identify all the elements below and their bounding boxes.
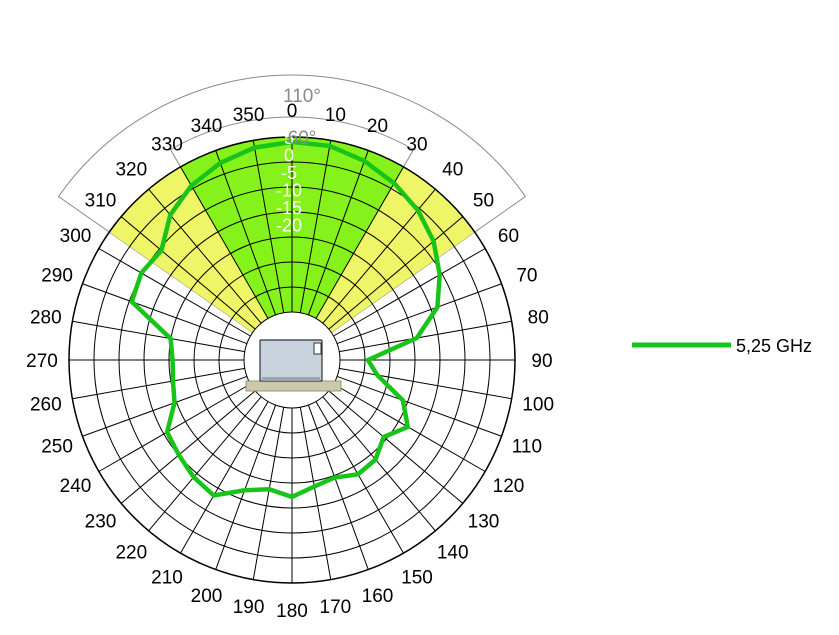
device-center	[243, 311, 342, 409]
radial-tick-label: -5	[281, 163, 297, 183]
sector-label: 60°	[288, 128, 317, 149]
angle-tick-label: 300	[60, 226, 92, 247]
grid-spoke	[315, 401, 404, 554]
device-shadow	[262, 377, 320, 381]
sector-labels: 110° 60°	[283, 86, 321, 149]
grid-spoke	[180, 166, 269, 319]
legend-label: 5,25 GHz	[736, 336, 812, 356]
angle-tick-label: 10	[325, 105, 346, 126]
angle-tick-label: 230	[85, 512, 117, 533]
angle-tick-label: 220	[115, 543, 147, 564]
angle-tick-label: 100	[522, 394, 554, 415]
grid-spoke	[252, 140, 285, 313]
series-lines	[129, 139, 442, 500]
angle-tick-label: 90	[531, 351, 552, 372]
radial-tick-label: -20	[276, 216, 302, 236]
grid-spoke	[120, 216, 256, 330]
grid-spoke	[333, 248, 486, 337]
angle-tick-label: 210	[151, 568, 183, 589]
grid-spoke	[148, 396, 262, 532]
angle-tick-label: 280	[30, 308, 62, 329]
angle-tick-label: 340	[191, 116, 223, 137]
grid-spoke	[82, 375, 248, 437]
radial-tick-label: 5	[284, 128, 294, 148]
grid-spoke	[322, 396, 436, 532]
grid-spoke	[215, 404, 277, 570]
series-line-0	[129, 139, 442, 500]
angle-tick-label: 120	[493, 476, 525, 497]
angle-tick-label: 30	[406, 135, 427, 156]
angle-tick-label: 20	[367, 116, 388, 137]
grid-spoke	[148, 188, 262, 324]
angle-tick-label: 290	[41, 266, 73, 287]
angle-tick-label: 170	[320, 597, 352, 618]
grid-spoke	[98, 383, 251, 472]
angle-tick-label: 130	[468, 512, 500, 533]
angle-tick-label: 180	[276, 601, 308, 622]
angle-tick-label: 310	[85, 190, 117, 211]
angle-tick-label: 70	[516, 266, 537, 287]
grid-spoke	[299, 140, 332, 313]
grid-spoke	[339, 320, 512, 353]
grid-spoke	[72, 367, 245, 400]
device-base	[245, 380, 342, 392]
angle-tick-label: 270	[26, 351, 58, 372]
grid-spoke	[336, 283, 502, 345]
angle-tick-label: 110	[512, 437, 542, 458]
angle-tick-label: 240	[60, 476, 92, 497]
grid-spoke	[98, 248, 251, 337]
angle-tick-label: 330	[151, 135, 183, 156]
angle-tick-label: 350	[233, 105, 265, 126]
radial-tick-label: 0	[284, 146, 294, 166]
grid-spoke	[82, 283, 248, 345]
grid-spoke	[307, 404, 369, 570]
angle-tick-label: 320	[115, 160, 147, 181]
grid-spoke	[215, 150, 277, 316]
angle-tick-label: 50	[473, 190, 494, 211]
radial-tick-label: -10	[276, 181, 302, 201]
grid-spoke	[336, 375, 502, 437]
angle-tick-label: 60	[498, 226, 519, 247]
grid-spoke	[328, 390, 464, 504]
legend: 5,25 GHz	[632, 336, 812, 356]
angle-tick-label: 250	[41, 437, 73, 458]
angle-tick-label: 40	[442, 160, 463, 181]
polar-grid	[68, 136, 516, 584]
angle-tick-label: 260	[30, 394, 62, 415]
grid-spoke	[339, 367, 512, 400]
angle-tick-label: 160	[362, 586, 394, 607]
grid-spoke	[315, 166, 404, 319]
grid-spoke	[72, 320, 245, 353]
angle-tick-label: 200	[191, 586, 223, 607]
angle-tick-labels: 0 102030405060708090100110120130140150160…	[26, 101, 554, 622]
access-point-icon	[259, 339, 323, 382]
sector-label: 110°	[283, 86, 321, 107]
angle-tick-label: 140	[437, 543, 469, 564]
grid-spoke	[307, 150, 369, 316]
device-port-icon	[313, 342, 322, 355]
grid-spoke	[120, 390, 256, 504]
grid-spoke	[252, 407, 285, 580]
angle-tick-label: 0	[287, 101, 298, 122]
grid-spoke	[328, 216, 464, 330]
grid-spoke	[180, 401, 269, 554]
radial-tick-labels: 50-5-10-15-20	[276, 128, 302, 236]
radial-tick-label: -15	[276, 198, 302, 218]
angle-tick-label: 150	[401, 568, 433, 589]
grid-spoke	[299, 407, 332, 580]
angle-tick-label: 80	[528, 308, 549, 329]
angle-tick-label: 190	[233, 597, 265, 618]
